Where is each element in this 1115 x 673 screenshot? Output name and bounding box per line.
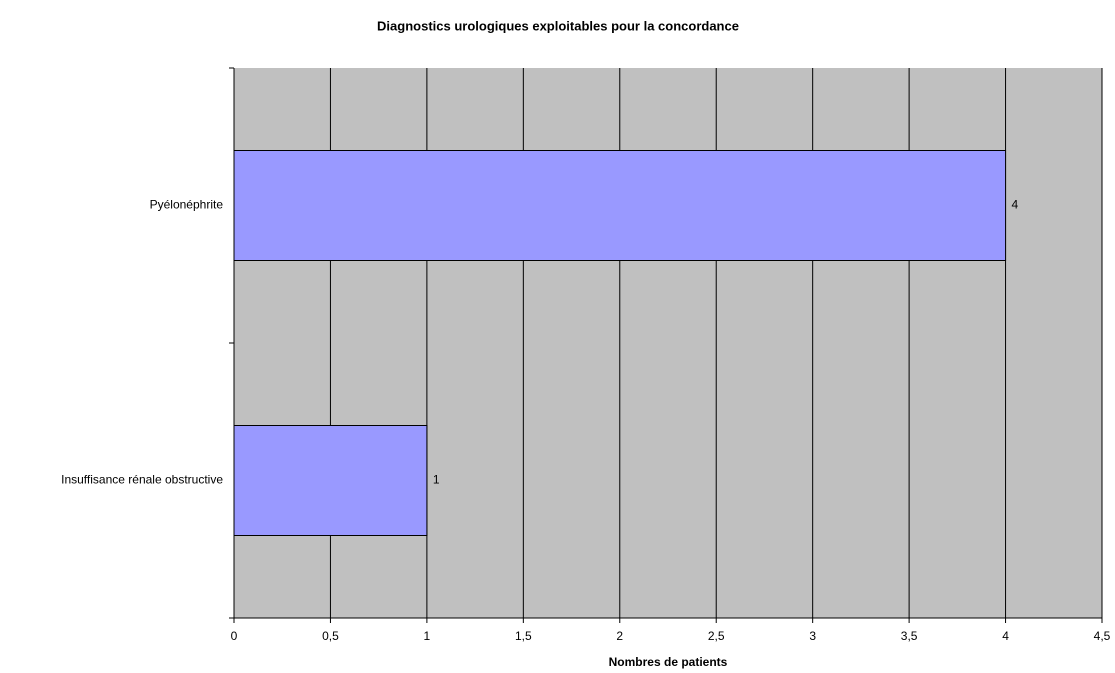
x-tick-label: 3 [809, 629, 816, 643]
x-tick-label: 2,5 [708, 629, 725, 643]
chart-title: Diagnostics urologiques exploitables pou… [377, 18, 739, 33]
x-tick-label: 1 [424, 629, 431, 643]
x-tick-label: 2 [616, 629, 623, 643]
x-tick-label: 3,5 [901, 629, 918, 643]
x-tick-label: 4,5 [1094, 629, 1111, 643]
x-tick-label: 0,5 [322, 629, 339, 643]
x-tick-label: 4 [1002, 629, 1009, 643]
x-tick-label: 1,5 [515, 629, 532, 643]
y-tick-label: Pyélonéphrite [150, 198, 224, 212]
value-label: 1 [433, 473, 440, 487]
bar [233, 150, 1007, 261]
value-label: 4 [1012, 198, 1019, 212]
y-tick-label: Insuffisance rénale obstructive [61, 473, 223, 487]
x-tick-label: 0 [231, 629, 238, 643]
x-axis-title: Nombres de patients [609, 655, 728, 669]
bar [233, 425, 428, 536]
